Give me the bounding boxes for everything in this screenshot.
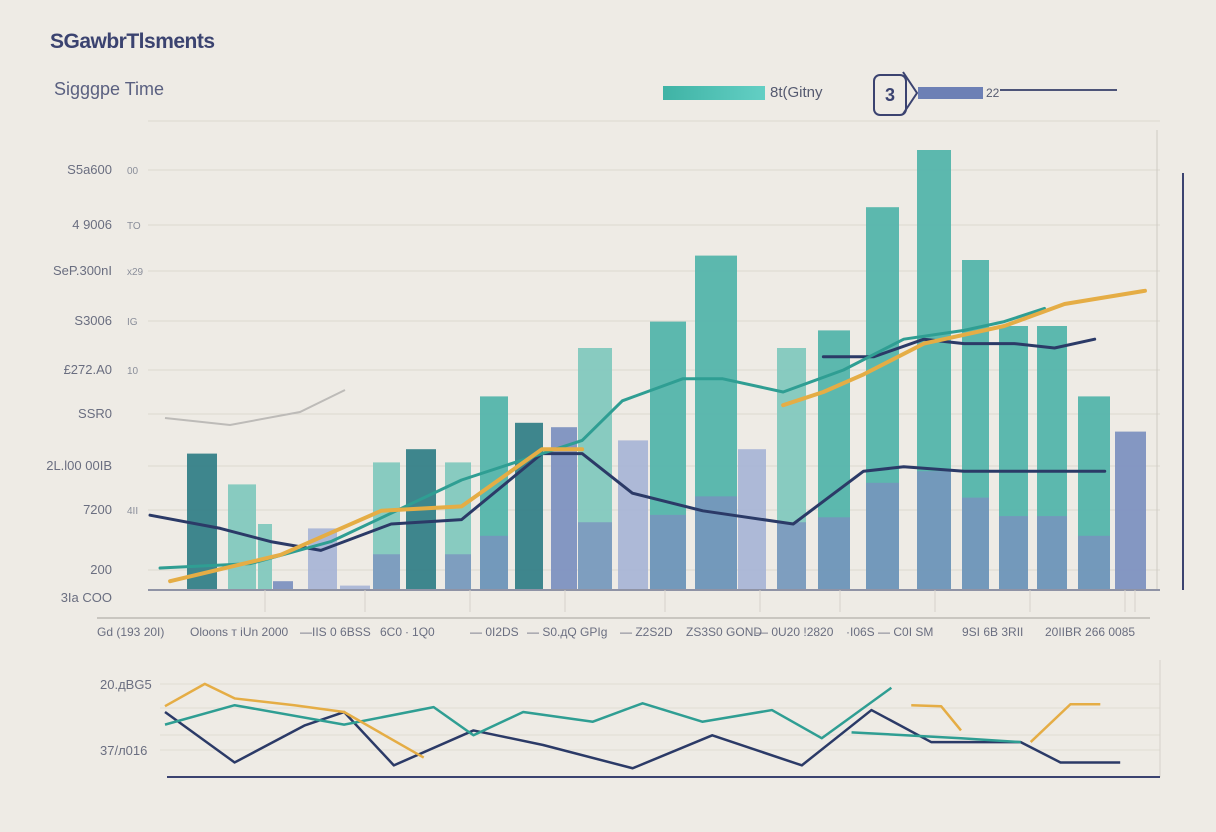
y-tick-label: 37/л016 xyxy=(100,743,147,758)
x-tick-label: —IIS 0 6BSS xyxy=(300,625,371,639)
y-tick-label: 200 xyxy=(90,562,112,577)
bar xyxy=(340,585,370,590)
y-tick-small: TO xyxy=(127,221,141,232)
legend-swatch-teal xyxy=(663,86,765,100)
bar-lower-segment xyxy=(917,471,951,590)
bar-lower-segment xyxy=(1078,535,1110,590)
bar-lower-segment xyxy=(818,517,850,590)
y-tick-small: x29 xyxy=(127,267,144,278)
series-line xyxy=(164,686,893,740)
y-tick-label: S5a600 xyxy=(67,162,112,177)
chart-title: SGawbrTlsments xyxy=(50,30,215,53)
bar-lower-segment xyxy=(480,535,508,590)
series-line xyxy=(821,337,1097,359)
y-tick-small: 10 xyxy=(127,366,139,377)
series-line xyxy=(1029,703,1101,743)
legend-label-b: 22 xyxy=(986,86,1000,100)
x-tick-label: Gd (193 20I) xyxy=(97,625,164,639)
x-tick-label: — Z2S2D xyxy=(620,625,673,639)
x-tick-label: — S0.дQ GPIg xyxy=(527,625,607,639)
bar xyxy=(406,449,436,590)
legend-line xyxy=(1000,89,1117,91)
y-tick-small: 4II xyxy=(127,506,138,517)
series-line xyxy=(164,682,425,759)
series-line xyxy=(911,703,962,732)
bar xyxy=(515,422,543,590)
y-tick-label: 3Ia COO xyxy=(61,590,112,605)
series-line xyxy=(168,447,585,584)
bar-lower-segment xyxy=(866,482,899,590)
bar-lower-segment xyxy=(445,554,471,590)
x-tick-label: ZS3S0 GOND xyxy=(686,625,762,639)
bar-lower-segment xyxy=(777,522,806,590)
y-tick-label: 4 9006 xyxy=(72,217,112,232)
y-tick-label: 7200 xyxy=(83,502,112,517)
x-tick-label: ·I06S — C0I SM xyxy=(846,625,933,639)
bar xyxy=(618,440,648,590)
faint-line xyxy=(164,389,346,427)
x-tick-label: — 0U20 !2820 xyxy=(756,625,834,639)
legend-label-a: 8t(Gitny xyxy=(770,84,823,101)
x-tick-label: Oloons т iUn 2000 xyxy=(190,625,289,639)
bar xyxy=(273,581,293,590)
x-tick-label: 9SI 6B 3RII xyxy=(962,625,1023,639)
chart-subtitle: Sigggpe Time xyxy=(54,79,165,99)
x-tick-label: 6C0 ∙ 1Q0 xyxy=(380,625,435,639)
bar-lower-segment xyxy=(373,554,400,590)
bar-lower-segment xyxy=(962,497,989,590)
series-line xyxy=(148,452,1107,552)
y-tick-label: SeP.300nI xyxy=(53,263,112,278)
y-tick-label: £272.A0 xyxy=(64,362,112,377)
y-tick-small: 00 xyxy=(127,166,139,177)
series-line xyxy=(781,288,1147,408)
x-tick-label: 20IIBR 266 0085 xyxy=(1045,625,1135,639)
series-line xyxy=(158,306,1046,570)
series-line xyxy=(851,731,1021,744)
y-tick-label: 2L.l00 00IB xyxy=(46,458,112,473)
bar xyxy=(1115,431,1146,590)
bar-lower-segment xyxy=(999,516,1028,590)
bar-lower-segment xyxy=(1037,516,1067,590)
y-tick-label: SSR0 xyxy=(78,406,112,421)
y-tick-label: S3006 xyxy=(74,313,112,328)
bar-lower-segment xyxy=(578,522,612,590)
bar-lower-segment xyxy=(650,514,686,590)
y-tick-label: 20.дBG5 xyxy=(100,677,152,692)
y-tick-small: IG xyxy=(127,317,138,328)
x-tick-label: — 0I2DS xyxy=(470,625,519,639)
bar xyxy=(551,427,577,590)
legend-swatch-slate xyxy=(918,87,983,99)
